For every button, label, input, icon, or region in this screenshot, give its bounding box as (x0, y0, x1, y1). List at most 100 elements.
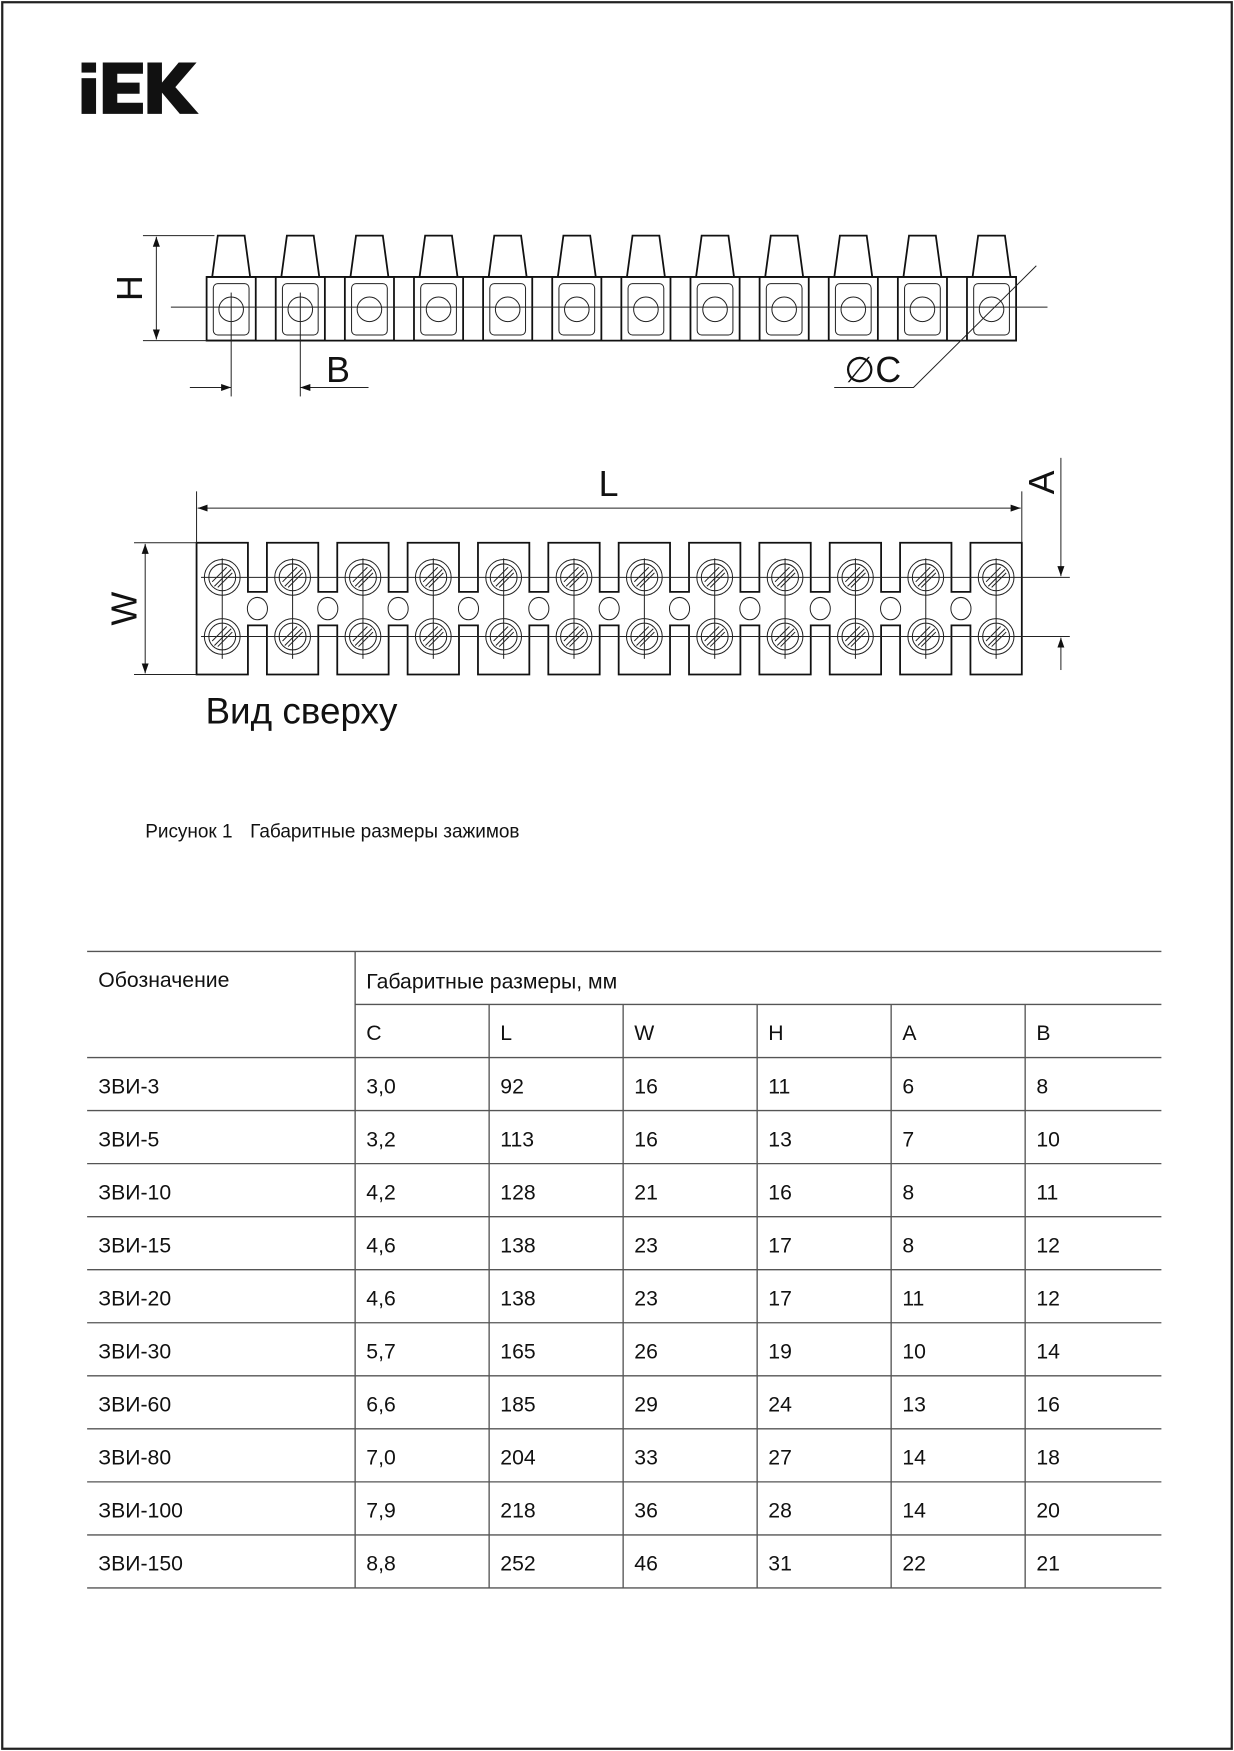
dimension-cell: 4,6 (366, 1234, 395, 1257)
label-h: H (110, 275, 150, 301)
table-row: ЗВИ-10 4,2 128 21 16 8 11 (98, 1181, 1058, 1204)
designation-cell: ЗВИ-150 (98, 1553, 183, 1576)
screw-slot (217, 631, 233, 647)
screw-slot (639, 631, 655, 647)
screw-slot (422, 566, 439, 583)
figure-caption-text: Габаритные размеры зажимов (250, 822, 519, 843)
screw-slot (847, 628, 865, 646)
dimension-cell: 252 (500, 1553, 535, 1576)
screw-slot (633, 626, 650, 642)
screw-circle (564, 296, 590, 323)
screw-slot (495, 569, 513, 587)
side-module (620, 234, 672, 342)
wire-entry-cap (487, 234, 528, 278)
dimension-cell: 21 (1036, 1553, 1060, 1576)
dimension-cell: 13 (768, 1128, 792, 1151)
module-body (551, 276, 603, 342)
screw-slot (920, 631, 937, 647)
wire-entry-cap (418, 234, 459, 278)
screw-slot (428, 572, 444, 588)
dimension-cell: 20 (1036, 1500, 1060, 1523)
dimension-cell: 31 (768, 1553, 792, 1576)
wire-entry-cap (211, 234, 252, 278)
wire-entry-cap (695, 234, 735, 278)
dimension-cell: 204 (500, 1447, 536, 1470)
screw-slot (425, 628, 443, 646)
screw-slot (422, 626, 439, 642)
screw-slot (287, 631, 304, 647)
mounting-hole (317, 596, 339, 621)
mounting-hole (809, 596, 831, 621)
screw-circle (909, 296, 936, 323)
side-module (551, 234, 603, 342)
dimension-cell: 3,0 (366, 1075, 395, 1098)
header-designation: Обозначение (98, 969, 229, 992)
table-row: ЗВИ-60 6,6 185 29 24 13 16 (98, 1394, 1060, 1417)
screw-slot (214, 628, 232, 646)
dimension-cell: 14 (1036, 1340, 1060, 1363)
table-row: ЗВИ-20 4,6 138 23 17 11 12 (98, 1287, 1060, 1310)
dimension-cell: 16 (634, 1128, 658, 1151)
side-module (966, 234, 1018, 342)
column-header-w: W (634, 1022, 654, 1045)
screw-slot (565, 628, 584, 646)
dimension-cell: 18 (1036, 1447, 1060, 1470)
dimension-cell: 138 (500, 1287, 535, 1310)
screw-slot (214, 569, 232, 587)
screw-slot (780, 631, 796, 647)
mounting-hole (528, 596, 550, 621)
screw-slot (991, 572, 1007, 588)
c-leader-line (834, 265, 1037, 389)
dimension-cell: 16 (1036, 1394, 1060, 1417)
screw-slot (211, 626, 228, 642)
side-module (758, 234, 810, 342)
screw-slot (850, 631, 866, 647)
screw-slot (774, 566, 790, 583)
dimension-cell: 10 (902, 1340, 926, 1363)
side-module (413, 234, 465, 342)
screw-slot (354, 628, 373, 646)
dimension-cell: 6,6 (366, 1394, 395, 1417)
designation-cell: ЗВИ-20 (98, 1287, 171, 1310)
header-dimensions: Габаритные размеры, мм (366, 970, 617, 993)
module-window (558, 283, 596, 336)
label-w: W (104, 591, 144, 625)
screw-circle (978, 296, 1005, 323)
screw-slot (776, 628, 795, 646)
screw-slot (352, 566, 368, 583)
screw-slot (987, 628, 1006, 646)
module-window (489, 283, 527, 336)
column-header-c: C (366, 1022, 381, 1045)
dimension-cell: 13 (902, 1394, 926, 1417)
dimensions-table: Обозначение Габаритные размеры, мм C L W H A B З… (87, 950, 1162, 1589)
dimension-cell: 8 (1036, 1075, 1048, 1098)
screw-circle (356, 296, 383, 323)
screw-slot (845, 566, 861, 583)
designation-cell: ЗВИ-60 (98, 1394, 171, 1417)
screw-slot (636, 628, 654, 646)
dimension-cell: 26 (634, 1340, 658, 1363)
dimension-cell: 11 (768, 1075, 790, 1098)
table-row: ЗВИ-30 5,7 165 26 19 10 14 (98, 1340, 1060, 1363)
dimension-cell: 14 (902, 1500, 926, 1523)
dimension-cell: 16 (634, 1075, 658, 1098)
screw-slot (569, 572, 585, 588)
screw-slot (425, 569, 443, 587)
designation-cell: ЗВИ-30 (98, 1340, 171, 1363)
dimension-cell: 92 (500, 1075, 524, 1098)
module-body (620, 276, 672, 342)
designation-cell: ЗВИ-15 (98, 1234, 171, 1257)
dimension-cell: 11 (1036, 1181, 1058, 1204)
module-body (758, 276, 810, 342)
dimension-cell: 16 (768, 1181, 792, 1204)
screw-slot (287, 572, 304, 588)
table-row: ЗВИ-15 4,6 138 23 17 8 12 (98, 1234, 1060, 1257)
screw-slot (915, 626, 931, 642)
screw-slot (352, 626, 368, 642)
screw-circle (633, 296, 659, 323)
screw-slot (920, 572, 937, 588)
mounting-hole (387, 596, 409, 621)
dimension-cell: 23 (634, 1287, 658, 1310)
screw-slot (845, 626, 861, 642)
